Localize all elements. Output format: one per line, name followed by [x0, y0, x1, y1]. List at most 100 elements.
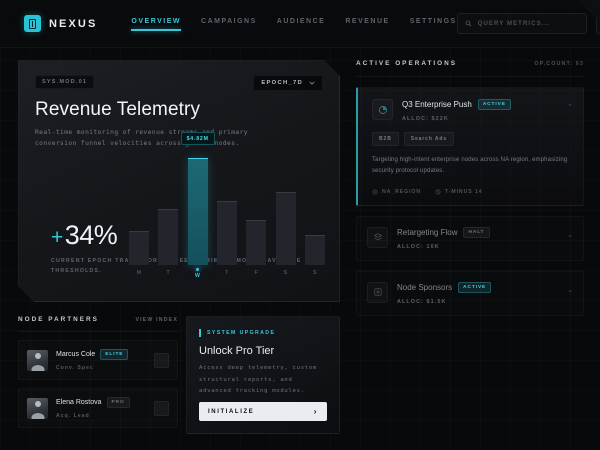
- promo-kicker-label: SYSTEM UPGRADE: [207, 330, 276, 336]
- chevron-down-icon[interactable]: ⌄: [567, 231, 573, 239]
- operation-card-expanded[interactable]: Q3 Enterprise Push ACTIVE ALLOC: $22K ⌃ …: [356, 87, 584, 206]
- tier-badge: ELITE: [100, 349, 129, 360]
- operation-alloc: ALLOC: $1.5K: [397, 298, 447, 305]
- revenue-bar-chart: $4.82M M T W T F S S: [129, 147, 325, 279]
- list-item[interactable]: Marcus Cole ELITE Conv. Spec: [18, 340, 178, 380]
- partner-action-button[interactable]: [154, 352, 169, 368]
- x-axis-label: W: [188, 268, 208, 279]
- operation-main: Q3 Enterprise Push ACTIVE ALLOC: $22K: [402, 99, 558, 122]
- partner-role: Conv. Spec: [56, 365, 94, 371]
- nav-item-revenue[interactable]: REVENUE: [345, 17, 390, 25]
- main-nav: OVERVIEW CAMPAIGNS AUDIENCE REVENUE SETT…: [131, 17, 457, 31]
- partners-title: NODE PARTNERS: [18, 316, 99, 323]
- operation-countdown-label: T-MINUS 14: [444, 188, 483, 195]
- chart-bar[interactable]: [305, 147, 325, 265]
- operation-name: Node Sponsors: [397, 282, 453, 292]
- operation-name: Q3 Enterprise Push: [402, 100, 472, 109]
- operation-tag: B2B: [372, 132, 399, 146]
- chart-bar[interactable]: [217, 147, 237, 265]
- operation-alloc: ALLOC: 10K: [397, 243, 440, 250]
- active-operations-panel: ACTIVE OPERATIONS OP.COUNT: 03 Q3 Enterp…: [356, 60, 584, 316]
- initialize-button[interactable]: INITIALIZE ›: [199, 402, 327, 421]
- nav-item-settings[interactable]: SETTINGS: [409, 17, 457, 25]
- search-icon: [465, 20, 472, 27]
- x-axis-label: T: [166, 270, 171, 276]
- partner-name-line: Elena Rostova PRO: [56, 397, 146, 408]
- operation-alloc: ALLOC: $22K: [402, 116, 449, 122]
- settings-button[interactable]: [595, 13, 600, 34]
- operation-description: Targeting high-intent enterprise nodes a…: [372, 157, 568, 175]
- stat-sign: +: [51, 225, 63, 249]
- pie-chart-icon: [372, 99, 393, 120]
- upgrade-promo-card: SYSTEM UPGRADE Unlock Pro Tier Access de…: [186, 316, 340, 434]
- operation-name: Retargeting Flow: [397, 227, 458, 237]
- operation-name-line: Q3 Enterprise Push ACTIVE: [402, 99, 558, 110]
- stat-value: 34%: [64, 219, 118, 250]
- operation-header-row: Q3 Enterprise Push ACTIVE ALLOC: $22K ⌃: [372, 99, 573, 122]
- promo-kicker: SYSTEM UPGRADE: [199, 329, 327, 337]
- chevron-down-icon[interactable]: ⌄: [567, 286, 573, 294]
- x-axis-label: T: [225, 270, 229, 276]
- epoch-range-select[interactable]: EPOCH_7D: [253, 75, 323, 91]
- partners-header: NODE PARTNERS VIEW INDEX: [18, 316, 178, 332]
- topbar-actions: QUERY METRICS...: [456, 13, 600, 34]
- status-badge: ACTIVE: [458, 281, 492, 293]
- stat-value-row: + 34%: [51, 220, 339, 251]
- chevron-up-icon[interactable]: ⌃: [567, 104, 573, 111]
- arrow-right-icon: ›: [313, 407, 318, 416]
- location-icon: [372, 189, 378, 195]
- promo-description: Access deep telemetry, custom structural…: [199, 365, 317, 395]
- chart-bar[interactable]: $4.82M: [188, 147, 208, 265]
- operation-name-line: Retargeting Flow HALT: [397, 226, 558, 238]
- operations-title: ACTIVE OPERATIONS: [356, 60, 457, 67]
- x-axis-label: F: [254, 270, 259, 276]
- operation-card-node-sponsors[interactable]: Node Sponsors ACTIVE ALLOC: $1.5K ⌄: [356, 271, 584, 316]
- brand[interactable]: NEXUS: [24, 15, 97, 32]
- avatar: [27, 349, 48, 371]
- operation-tags: B2B Search Ads: [372, 132, 573, 146]
- bar-fill: [129, 231, 149, 265]
- search-input[interactable]: QUERY METRICS...: [456, 13, 587, 34]
- app-logo-icon: [24, 15, 41, 32]
- chart-bar[interactable]: [158, 147, 178, 265]
- chart-bar[interactable]: [246, 147, 266, 265]
- initialize-button-label: INITIALIZE: [208, 408, 255, 415]
- nav-item-campaigns[interactable]: CAMPAIGNS: [201, 17, 257, 25]
- x-axis-label: S: [312, 270, 317, 276]
- page-title: Revenue Telemetry: [35, 99, 201, 120]
- tier-badge: PRO: [106, 397, 130, 408]
- bar-fill: [305, 235, 325, 265]
- chart-bars: $4.82M: [129, 147, 325, 265]
- hero-header: SYS.MOD.01 EPOCH_7D: [35, 75, 323, 91]
- promo-title: Unlock Pro Tier: [199, 345, 275, 357]
- operations-count: OP.COUNT: 03: [534, 61, 584, 67]
- nav-item-overview[interactable]: OVERVIEW: [131, 18, 181, 31]
- operation-region-label: NA_REGION: [382, 188, 421, 195]
- chart-bar[interactable]: [276, 147, 296, 265]
- operation-header-row: Node Sponsors ACTIVE ALLOC: $1.5K ⌄: [367, 281, 573, 305]
- layers-icon: [367, 226, 388, 248]
- partner-main: Marcus Cole ELITE Conv. Spec: [56, 349, 146, 371]
- operation-footer: NA_REGION T-MINUS 14: [372, 189, 573, 195]
- module-badge: SYS.MOD.01: [35, 75, 94, 89]
- x-axis-label: S: [283, 270, 288, 276]
- bar-fill: [276, 192, 296, 265]
- bar-fill: [188, 158, 208, 265]
- bar-fill: [217, 201, 237, 265]
- avatar: [27, 397, 48, 419]
- view-index-link[interactable]: VIEW INDEX: [135, 317, 178, 323]
- list-item[interactable]: Elena Rostova PRO Acq. Lead: [18, 388, 178, 428]
- operation-main: Node Sponsors ACTIVE ALLOC: $1.5K: [397, 281, 558, 305]
- bar-fill: [246, 220, 266, 265]
- nav-item-audience[interactable]: AUDIENCE: [276, 17, 326, 25]
- chart-bar[interactable]: [129, 147, 149, 265]
- top-navigation-bar: NEXUS OVERVIEW CAMPAIGNS AUDIENCE REVENU…: [0, 0, 600, 48]
- box-icon: [367, 281, 388, 303]
- partner-action-button[interactable]: [154, 400, 169, 416]
- search-placeholder: QUERY METRICS...: [477, 20, 550, 27]
- revenue-telemetry-card: SYS.MOD.01 EPOCH_7D Revenue Telemetry Re…: [18, 60, 340, 302]
- partner-name-line: Marcus Cole ELITE: [56, 349, 146, 360]
- operation-card-retargeting-flow[interactable]: Retargeting Flow HALT ALLOC: 10K ⌄: [356, 216, 584, 261]
